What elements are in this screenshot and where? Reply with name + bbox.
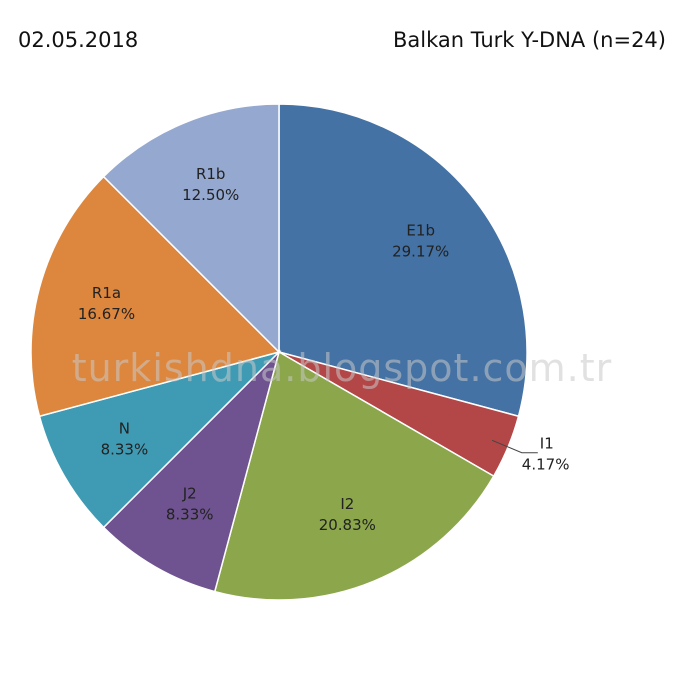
slice-label-n: N xyxy=(119,419,130,437)
slice-value-r1a: 16.67% xyxy=(78,305,135,323)
chart-date: 02.05.2018 xyxy=(18,28,139,52)
slice-value-i1: 4.17% xyxy=(522,456,570,474)
pie-slice-n xyxy=(38,350,282,529)
pie-slices xyxy=(30,103,528,601)
slice-label-i2: I2 xyxy=(340,495,354,513)
slice-value-r1b: 12.50% xyxy=(182,186,239,204)
slice-label-e1b: E1b xyxy=(406,221,435,239)
slice-value-e1b: 29.17% xyxy=(392,242,449,260)
pie-slice-j2 xyxy=(102,349,281,593)
pie-slice-i2 xyxy=(213,350,495,601)
slice-value-j2: 8.33% xyxy=(166,506,214,524)
pie-labels: E1b 29.17% I1 4.17% I2 20.83% J2 8.33% N 8.33% R1a… xyxy=(78,165,570,534)
slice-label-i1: I1 xyxy=(540,435,554,453)
watermark-text: turkishdna.blogspot.com.tr xyxy=(72,346,613,390)
chart-title: Balkan Turk Y-DNA (n=24) xyxy=(392,28,666,52)
slice-value-n: 8.33% xyxy=(101,440,149,458)
slice-label-r1b: R1b xyxy=(196,165,226,183)
slice-value-i2: 20.83% xyxy=(319,516,376,534)
pie-slice-r1a xyxy=(30,175,281,418)
leader-line-i1 xyxy=(491,439,538,454)
slice-label-j2: J2 xyxy=(182,485,197,503)
pie-slice-e1b xyxy=(278,103,528,418)
pie-slice-r1b xyxy=(102,103,280,354)
slice-label-r1a: R1a xyxy=(92,284,121,302)
